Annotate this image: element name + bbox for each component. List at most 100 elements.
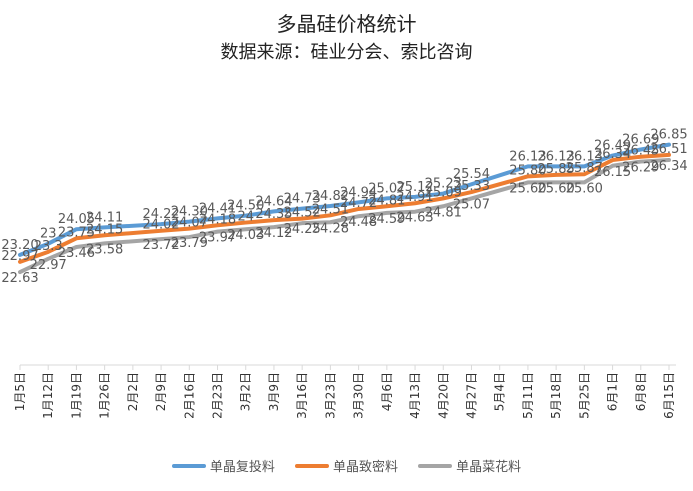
data-label: 23.72 (142, 238, 179, 253)
data-label: 24.52 (284, 206, 321, 221)
data-label: 25.33 (453, 179, 490, 194)
data-label: 25.87 (566, 161, 603, 176)
data-label: 25.07 (368, 181, 405, 196)
legend-swatch-blue (171, 463, 206, 468)
data-label: 26.13 (538, 149, 575, 164)
data-label: 23.97 (199, 231, 236, 246)
data-label: 25.85 (538, 162, 575, 177)
legend-item-fu-tou: 单晶复投料 (171, 456, 275, 475)
data-label: 25.12 (396, 180, 433, 195)
data-label: 24.51 (312, 202, 349, 217)
data-label: 24.12 (255, 226, 292, 241)
data-label: 24.59 (368, 212, 405, 227)
data-label: 23.58 (86, 242, 123, 257)
chart-title: 多晶硅价格统计 (276, 12, 417, 36)
data-label: 25.07 (453, 197, 490, 212)
data-label: 24.81 (368, 193, 405, 208)
x-tick-label: 2月16日 (182, 372, 196, 419)
x-tick-label: 1月26日 (98, 372, 112, 419)
data-label: 23.3 (34, 239, 63, 254)
series-lines (18, 142, 671, 275)
x-tick-label: 2月23日 (211, 372, 225, 419)
x-tick-label: 6月8日 (634, 372, 648, 411)
data-label: 22.97 (1, 249, 38, 264)
legend-label: 单晶菜花料 (456, 460, 522, 475)
x-tick-label: 3月16日 (295, 372, 309, 419)
data-label: 26.69 (622, 132, 659, 147)
data-label: 23.20 (1, 238, 38, 253)
data-label: 25.60 (566, 181, 603, 196)
series-line-2 (18, 158, 671, 275)
x-tick-label: 1月19日 (69, 372, 83, 419)
data-label: 26.34 (594, 147, 631, 162)
data-label: 24.15 (86, 222, 123, 237)
legend: 单晶复投料 单晶致密料 单晶菜花料 (0, 456, 693, 475)
data-label: 24.81 (425, 205, 462, 220)
data-label: 24.25 (284, 222, 321, 237)
legend-item-zhi-mi: 单晶致密料 (294, 456, 398, 475)
data-label: 26.34 (650, 159, 687, 174)
data-label: 24.11 (86, 210, 123, 225)
data-label: 24.30 (171, 205, 208, 220)
data-label: 23 (40, 227, 57, 242)
x-tick-label: 3月30日 (352, 372, 366, 419)
data-label: 24.18 (199, 212, 236, 227)
series-line-0 (18, 142, 671, 257)
data-label: 26.13 (566, 149, 603, 164)
data-label: 26.13 (509, 149, 546, 164)
x-tick-label: 5月18日 (549, 372, 563, 419)
data-label: 26.49 (594, 139, 631, 154)
data-label: 26.51 (650, 142, 687, 157)
data-label: 25.09 (425, 185, 462, 200)
data-label: 22.97 (30, 258, 67, 273)
data-label: 24.03 (227, 228, 264, 243)
data-label: 24.28 (312, 221, 349, 236)
data-label: 24 (237, 210, 254, 225)
data-label: 24.22 (142, 207, 179, 222)
x-tick-label: 4月13日 (408, 372, 422, 419)
legend-swatch-orange (294, 463, 329, 468)
data-label: 25.54 (453, 167, 490, 182)
data-label: 22.63 (1, 271, 38, 286)
legend-item-cai-hua: 单晶菜花料 (418, 456, 521, 475)
data-label: 24.94 (340, 185, 377, 200)
x-tick-label: 3月9日 (267, 372, 281, 411)
x-tick-label: 5月4日 (493, 372, 507, 411)
data-label: 26.45 (622, 144, 659, 159)
data-label: 25.80 (509, 163, 546, 178)
data-label: 24.91 (396, 190, 433, 205)
data-label: 25.23 (425, 177, 462, 192)
data-label: 24.63 (396, 211, 433, 226)
x-tick-label: 4月20日 (436, 372, 450, 419)
data-label: 24.07 (171, 216, 208, 231)
data-label: 24.73 (284, 192, 321, 207)
x-tick-label: 5月25日 (577, 372, 591, 419)
x-tick-label: 4月27日 (464, 372, 478, 419)
x-tick-label: 6月1日 (606, 372, 620, 411)
data-label: 23.46 (58, 246, 95, 261)
x-tick-label: 6月15日 (662, 372, 676, 419)
legend-label: 单晶致密料 (332, 460, 398, 475)
data-label: 24.50 (227, 199, 264, 214)
data-label: 24.48 (340, 215, 377, 230)
x-tick-label: 3月2日 (239, 372, 253, 411)
data-label: 24.82 (312, 189, 349, 204)
data-label: 26.29 (622, 161, 659, 176)
x-tick-label: 1月5日 (13, 372, 27, 411)
data-label: 26.15 (594, 165, 631, 180)
data-label: 24.35 (255, 207, 292, 222)
data-label: 25.60 (538, 181, 575, 196)
x-tick-label: 2月9日 (154, 372, 168, 411)
x-tick-label: 5月11日 (521, 372, 535, 419)
data-label: 24.64 (255, 194, 292, 209)
x-tick-label: 4月6日 (380, 372, 394, 411)
data-label: 24.41 (199, 201, 236, 216)
chart-subtitle: 数据来源：硅业分会、索比咨询 (220, 42, 473, 63)
legend-label: 单晶复投料 (209, 460, 275, 475)
data-label: 23.75 (58, 225, 95, 240)
data-label: 23.79 (171, 236, 208, 251)
x-tick-label: 2月2日 (126, 372, 140, 411)
data-label: 25.60 (509, 181, 546, 196)
